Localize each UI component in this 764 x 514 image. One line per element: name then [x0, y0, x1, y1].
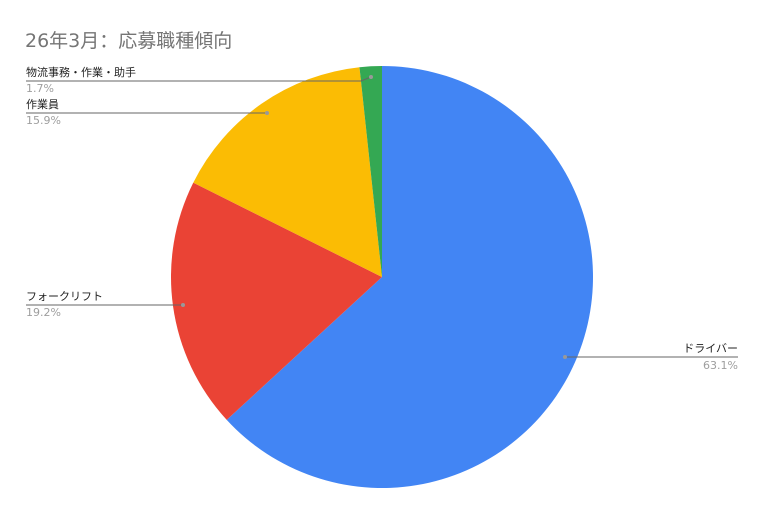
slice-label: 作業員: [26, 98, 59, 111]
pie-slice: [170, 182, 382, 420]
leader-line: [26, 76, 372, 82]
slice-label: 物流事務・作業・助手: [26, 65, 136, 79]
slice-percent-label: 1.7%: [26, 82, 54, 95]
leader-dot: [181, 303, 185, 307]
pie-slice: [226, 66, 593, 488]
slice-label: フォークリフト: [26, 290, 103, 303]
slice-percent-label: 15.9%: [26, 114, 61, 127]
pie-slice: [359, 66, 382, 277]
chart-title: 26年3月：応募職種傾向: [25, 30, 233, 52]
leader-dot: [265, 111, 269, 115]
slice-percent-label: 63.1%: [703, 359, 738, 372]
leader-dot: [369, 75, 373, 79]
slice-label: ドライバー: [683, 342, 738, 355]
slice-percent-label: 19.2%: [26, 306, 61, 319]
leader-dot: [563, 355, 567, 359]
pie-slice: [193, 67, 382, 277]
